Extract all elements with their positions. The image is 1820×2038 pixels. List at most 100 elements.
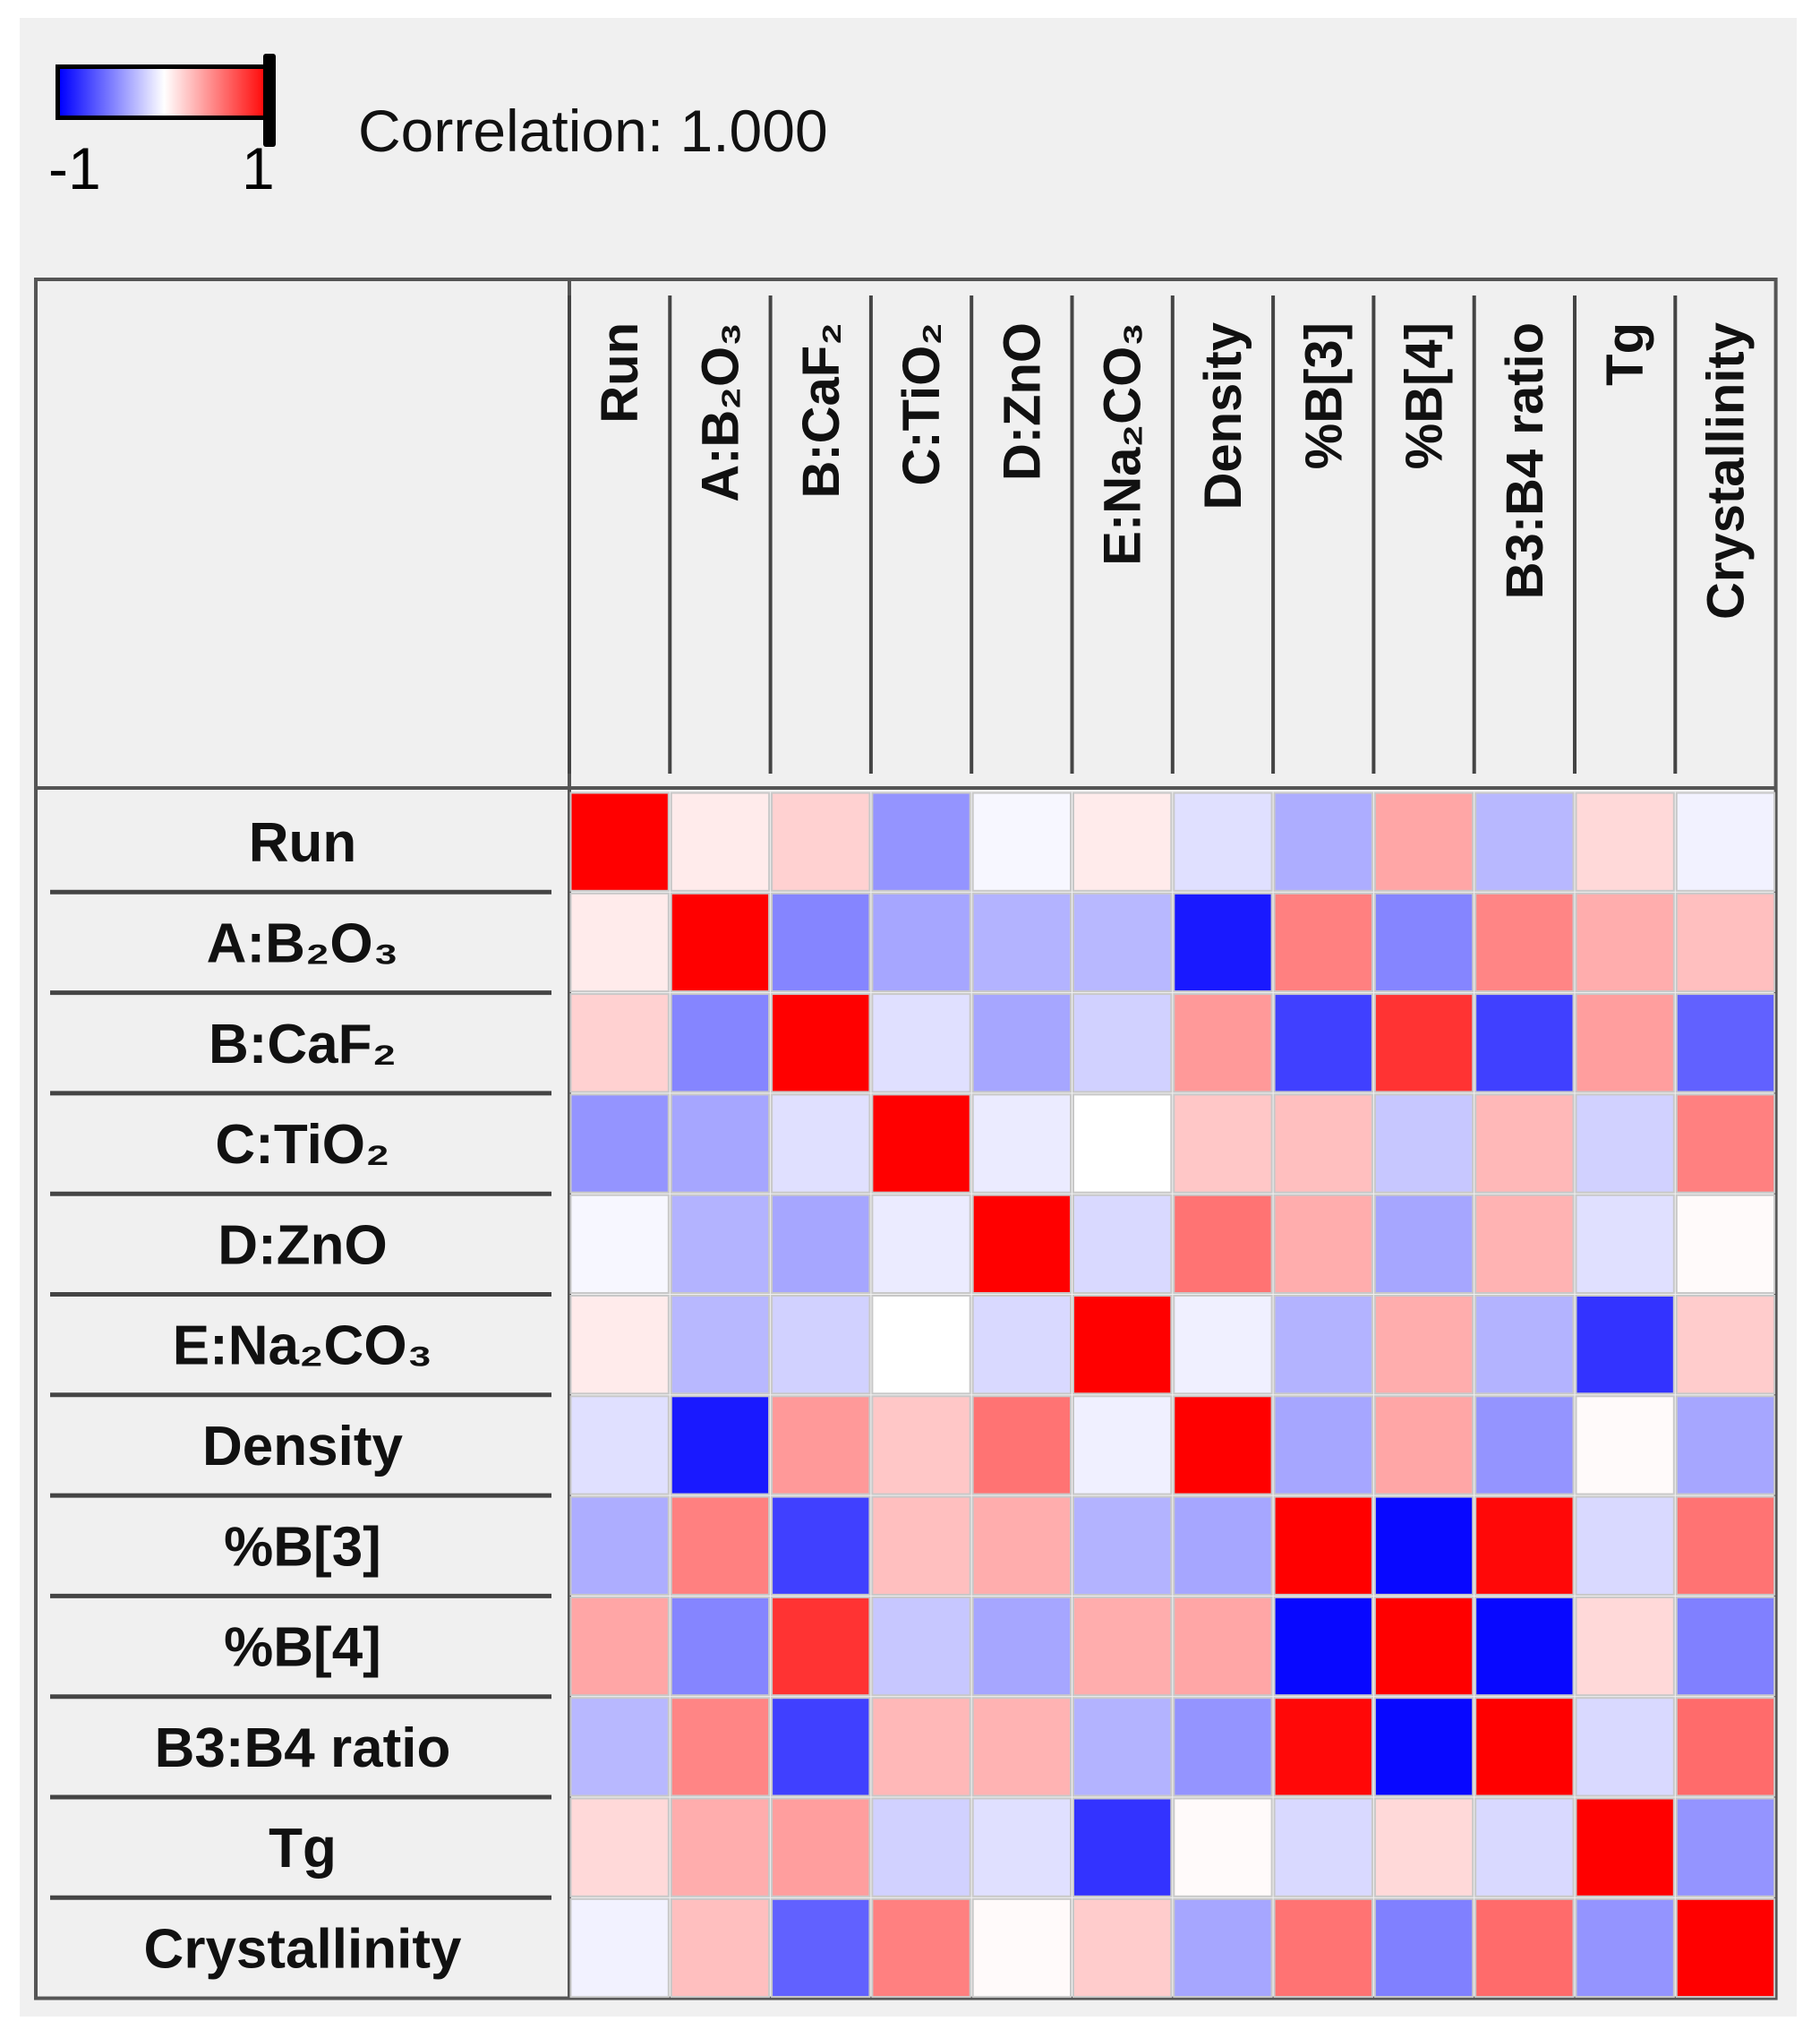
heatmap-cell[interactable] xyxy=(971,1797,1072,1897)
heatmap-cell[interactable] xyxy=(771,1697,871,1797)
heatmap-cell[interactable] xyxy=(569,892,670,993)
heatmap-cell[interactable] xyxy=(871,1093,971,1194)
heatmap-cell[interactable] xyxy=(1072,792,1173,892)
heatmap-cell[interactable] xyxy=(1474,1697,1575,1797)
heatmap-cell[interactable] xyxy=(1675,993,1776,1093)
heatmap-cell[interactable] xyxy=(1173,1797,1273,1897)
heatmap-cell[interactable] xyxy=(1373,1697,1474,1797)
heatmap-cell[interactable] xyxy=(1675,1495,1776,1596)
heatmap-cell[interactable] xyxy=(1373,1897,1474,1999)
heatmap-cell[interactable] xyxy=(1072,1495,1173,1596)
heatmap-cell[interactable] xyxy=(871,1495,971,1596)
heatmap-cell[interactable] xyxy=(1675,892,1776,993)
heatmap-cell[interactable] xyxy=(1575,1797,1675,1897)
heatmap-cell[interactable] xyxy=(1273,1897,1373,1999)
heatmap-cell[interactable] xyxy=(569,993,670,1093)
heatmap-cell[interactable] xyxy=(1575,1697,1675,1797)
heatmap-cell[interactable] xyxy=(1474,1495,1575,1596)
heatmap-cell[interactable] xyxy=(1072,1295,1173,1395)
heatmap-cell[interactable] xyxy=(1173,792,1273,892)
heatmap-cell[interactable] xyxy=(971,1194,1072,1294)
heatmap-cell[interactable] xyxy=(871,892,971,993)
heatmap-cell[interactable] xyxy=(1575,1596,1675,1697)
heatmap-cell[interactable] xyxy=(1072,1596,1173,1697)
heatmap-cell[interactable] xyxy=(1173,993,1273,1093)
heatmap-cell[interactable] xyxy=(1072,1697,1173,1797)
heatmap-cell[interactable] xyxy=(1173,1194,1273,1294)
heatmap-cell[interactable] xyxy=(1373,1495,1474,1596)
legend-slider-handle[interactable] xyxy=(263,54,276,147)
heatmap-cell[interactable] xyxy=(569,1395,670,1495)
heatmap-cell[interactable] xyxy=(871,792,971,892)
heatmap-cell[interactable] xyxy=(1575,1194,1675,1294)
heatmap-cell[interactable] xyxy=(670,1395,771,1495)
heatmap-cell[interactable] xyxy=(871,1295,971,1395)
heatmap-cell[interactable] xyxy=(771,892,871,993)
heatmap-cell[interactable] xyxy=(771,792,871,892)
heatmap-cell[interactable] xyxy=(771,1295,871,1395)
heatmap-cell[interactable] xyxy=(1273,1194,1373,1294)
heatmap-cell[interactable] xyxy=(1373,1194,1474,1294)
heatmap-cell[interactable] xyxy=(1173,1395,1273,1495)
heatmap-cell[interactable] xyxy=(1373,1295,1474,1395)
heatmap-cell[interactable] xyxy=(569,1596,670,1697)
heatmap-cell[interactable] xyxy=(1273,1093,1373,1194)
heatmap-cell[interactable] xyxy=(1575,1395,1675,1495)
heatmap-cell[interactable] xyxy=(1273,993,1373,1093)
heatmap-cell[interactable] xyxy=(1273,1697,1373,1797)
heatmap-cell[interactable] xyxy=(569,1797,670,1897)
heatmap-cell[interactable] xyxy=(971,1697,1072,1797)
heatmap-cell[interactable] xyxy=(1675,1897,1776,1999)
heatmap-cell[interactable] xyxy=(1173,1697,1273,1797)
heatmap-cell[interactable] xyxy=(971,1395,1072,1495)
heatmap-cell[interactable] xyxy=(771,1897,871,1999)
heatmap-cell[interactable] xyxy=(1072,892,1173,993)
heatmap-cell[interactable] xyxy=(771,1093,871,1194)
heatmap-cell[interactable] xyxy=(1072,1797,1173,1897)
heatmap-cell[interactable] xyxy=(1072,1395,1173,1495)
heatmap-cell[interactable] xyxy=(1474,1295,1575,1395)
heatmap-cell[interactable] xyxy=(771,1797,871,1897)
heatmap-cell[interactable] xyxy=(871,1797,971,1897)
heatmap-cell[interactable] xyxy=(1373,1797,1474,1897)
heatmap-cell[interactable] xyxy=(1373,892,1474,993)
heatmap-cell[interactable] xyxy=(1072,993,1173,1093)
heatmap-cell[interactable] xyxy=(1173,1093,1273,1194)
heatmap-cell[interactable] xyxy=(670,1596,771,1697)
heatmap-cell[interactable] xyxy=(771,1395,871,1495)
heatmap-cell[interactable] xyxy=(1373,1395,1474,1495)
heatmap-cell[interactable] xyxy=(1675,792,1776,892)
heatmap-cell[interactable] xyxy=(569,1295,670,1395)
heatmap-cell[interactable] xyxy=(670,1797,771,1897)
heatmap-cell[interactable] xyxy=(1373,792,1474,892)
heatmap-cell[interactable] xyxy=(1273,1797,1373,1897)
heatmap-cell[interactable] xyxy=(569,792,670,892)
heatmap-cell[interactable] xyxy=(1575,993,1675,1093)
heatmap-cell[interactable] xyxy=(1474,993,1575,1093)
heatmap-cell[interactable] xyxy=(670,792,771,892)
heatmap-cell[interactable] xyxy=(670,1697,771,1797)
heatmap-cell[interactable] xyxy=(771,1194,871,1294)
heatmap-cell[interactable] xyxy=(1575,1495,1675,1596)
heatmap-cell[interactable] xyxy=(1072,1194,1173,1294)
heatmap-cell[interactable] xyxy=(971,1295,1072,1395)
heatmap-cell[interactable] xyxy=(1373,1596,1474,1697)
heatmap-cell[interactable] xyxy=(1675,1194,1776,1294)
heatmap-cell[interactable] xyxy=(971,1596,1072,1697)
heatmap-cell[interactable] xyxy=(1173,1897,1273,1999)
heatmap-cell[interactable] xyxy=(1273,1596,1373,1697)
heatmap-cell[interactable] xyxy=(1072,1897,1173,1999)
heatmap-cell[interactable] xyxy=(771,1596,871,1697)
heatmap-cell[interactable] xyxy=(670,1897,771,1999)
heatmap-cell[interactable] xyxy=(971,792,1072,892)
heatmap-cell[interactable] xyxy=(871,993,971,1093)
heatmap-cell[interactable] xyxy=(971,1495,1072,1596)
heatmap-cell[interactable] xyxy=(1173,1495,1273,1596)
heatmap-cell[interactable] xyxy=(1273,1295,1373,1395)
heatmap-cell[interactable] xyxy=(1273,892,1373,993)
heatmap-cell[interactable] xyxy=(1675,1797,1776,1897)
heatmap-cell[interactable] xyxy=(670,993,771,1093)
heatmap-cell[interactable] xyxy=(871,1596,971,1697)
heatmap-cell[interactable] xyxy=(871,1194,971,1294)
heatmap-cell[interactable] xyxy=(871,1395,971,1495)
